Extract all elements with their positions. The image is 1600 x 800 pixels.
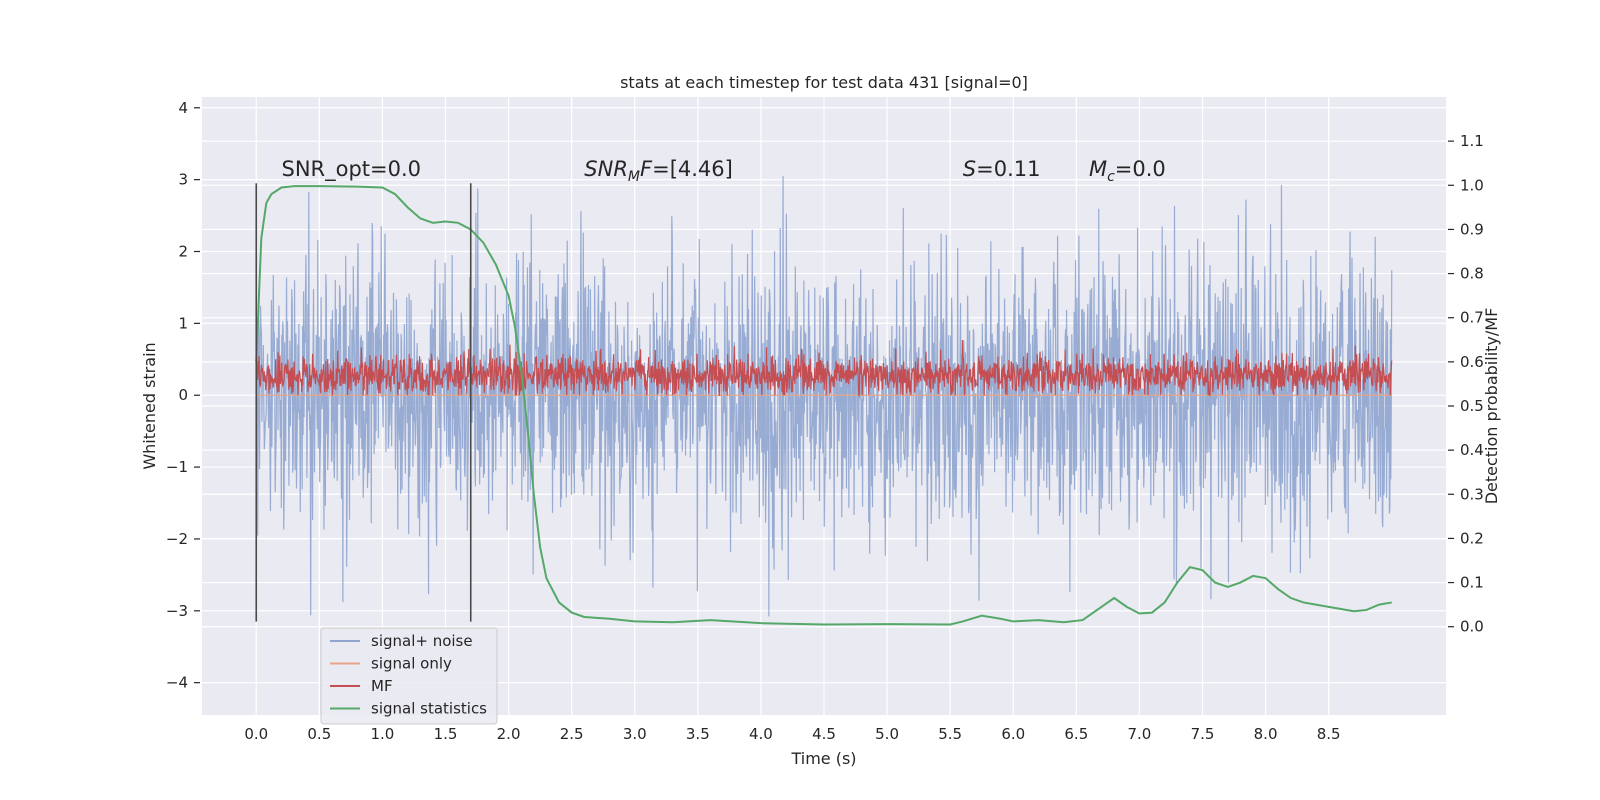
y-left-tick-label: −4 [166, 674, 188, 692]
y-right-tick-label: 0.7 [1460, 309, 1484, 327]
y-right-tick-label: 0.2 [1460, 529, 1484, 547]
x-tick-label: 7.5 [1191, 725, 1215, 743]
x-tick-label: 5.5 [938, 725, 962, 743]
x-tick-label: 8.5 [1317, 725, 1341, 743]
y-right-tick-label: 1.1 [1460, 132, 1484, 150]
legend-label: MF [371, 677, 393, 695]
y-left-tick-label: 3 [178, 171, 188, 189]
annotation-mc: Mc=0.0 [1089, 157, 1166, 185]
legend-label: signal+ noise [371, 632, 473, 650]
x-tick-label: 0.0 [244, 725, 268, 743]
chart-title: stats at each timestep for test data 431… [620, 73, 1028, 92]
y-left-tick-label: −1 [166, 458, 188, 476]
markers [255, 183, 472, 622]
series-signal-noise-line [255, 176, 1393, 617]
series-layer [255, 176, 1393, 626]
x-tick-label: 4.5 [812, 725, 836, 743]
y-right-tick-label: 0.1 [1460, 574, 1484, 592]
y-right-tick-label: 0.0 [1460, 618, 1484, 636]
x-tick-label: 1.5 [434, 725, 458, 743]
x-tick-label: 4.0 [749, 725, 773, 743]
x-tick-label: 1.0 [370, 725, 394, 743]
x-tick-label: 7.0 [1127, 725, 1151, 743]
y-left-tick-label: 4 [178, 99, 188, 117]
y-axis-label-right: Detection probability/MF [1482, 308, 1501, 505]
x-tick-label: 8.0 [1254, 725, 1278, 743]
y-left-tick-label: −3 [166, 602, 188, 620]
y-right-tick-label: 0.6 [1460, 353, 1484, 371]
legend-box [320, 627, 498, 725]
y-left-tick-label: 0 [178, 386, 188, 404]
y-right-tick-label: 0.9 [1460, 220, 1484, 238]
y-right-tick-label: 0.4 [1460, 441, 1484, 459]
x-tick-label: 6.0 [1001, 725, 1025, 743]
x-tick-label: 3.0 [623, 725, 647, 743]
annotation-s: S=0.11 [963, 157, 1041, 181]
series-mf-line [255, 339, 1393, 396]
left-axis-ticks: −4 −3 −2 −1 0 1 2 3 4 [166, 99, 200, 692]
y-right-tick-label: 0.5 [1460, 397, 1484, 415]
annotation-snr-mf: SNRMF=[4.46] [584, 157, 733, 185]
legend-label: signal only [371, 655, 452, 673]
legend-label: signal statistics [371, 700, 487, 718]
y-left-tick-label: 2 [178, 243, 188, 261]
x-axis-label: Time (s) [790, 749, 856, 768]
y-right-tick-label: 1.0 [1460, 176, 1484, 194]
x-tick-label: 6.5 [1064, 725, 1088, 743]
legend: signal+ noise signal only MF signal statist… [320, 627, 498, 725]
x-tick-label: 5.0 [875, 725, 899, 743]
x-tick-label: 2.5 [560, 725, 584, 743]
x-tick-label: 0.5 [307, 725, 331, 743]
y-axis-label-left: Whitened strain [140, 342, 159, 469]
y-left-tick-label: −2 [166, 530, 188, 548]
x-axis-ticks: 0.0 0.5 1.0 1.5 2.0 2.5 3.0 3.5 4.0 4.5 5.0 5.5 6.0 6… [244, 725, 1340, 743]
y-right-tick-label: 0.8 [1460, 265, 1484, 283]
y-left-tick-label: 1 [178, 314, 188, 332]
annotations: SNR_opt=0.0 SNRMF=[4.46] S=0.11 Mc=0.0 [281, 157, 1165, 185]
x-tick-label: 3.5 [686, 725, 710, 743]
right-axis-ticks: 0.0 0.1 0.2 0.3 0.4 0.5 0.6 0.7 0.8 0.9 1.0 1.1 [1448, 132, 1484, 636]
annotation-snr-opt: SNR_opt=0.0 [281, 157, 421, 182]
series-signal-statistics-line [255, 185, 1392, 626]
x-tick-label: 2.0 [497, 725, 521, 743]
y-right-tick-label: 0.3 [1460, 485, 1484, 503]
